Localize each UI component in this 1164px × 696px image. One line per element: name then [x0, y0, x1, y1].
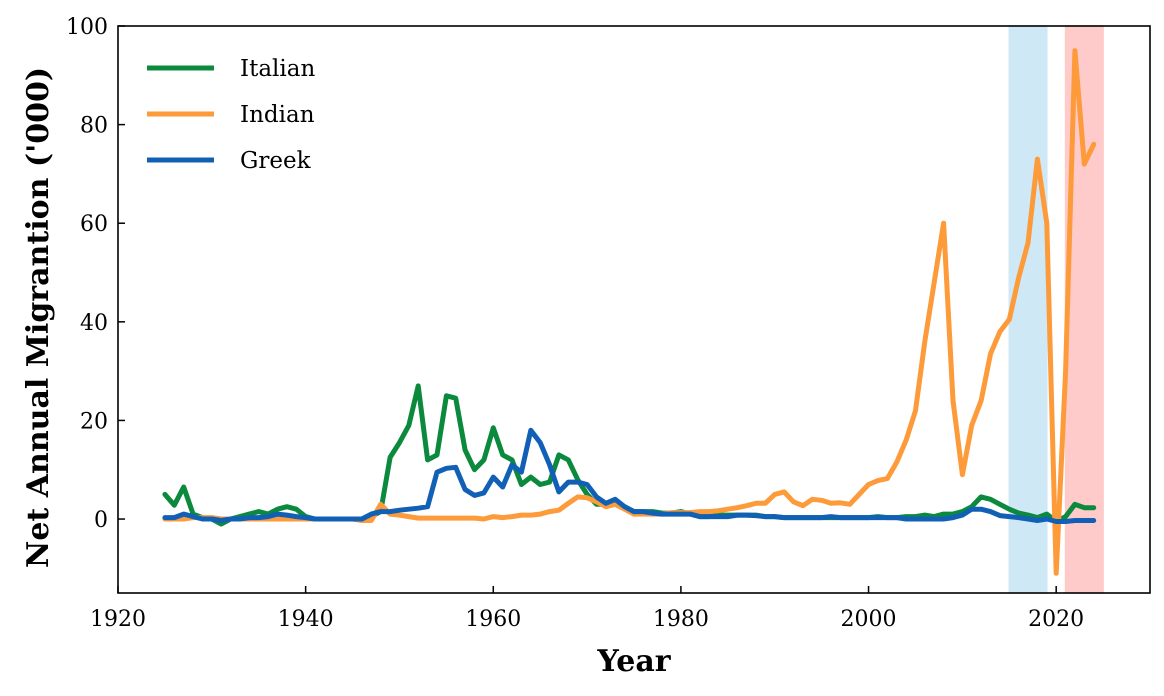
series-line-indian: [162, 48, 1097, 576]
x-tick-label: 1980: [653, 607, 709, 632]
x-axis-title: Year: [596, 644, 671, 679]
x-tick-label: 1960: [465, 607, 521, 632]
legend: Italian Indian Greek: [147, 56, 315, 174]
x-tick-label: 1940: [278, 607, 334, 632]
y-tick-label: 20: [80, 409, 108, 434]
y-tick-label: 60: [80, 212, 108, 237]
y-tick-label: 100: [66, 15, 108, 40]
legend-label-indian: Indian: [240, 102, 315, 128]
shaded-region-1: [1008, 25, 1048, 594]
x-tick-label: 2020: [1028, 607, 1084, 632]
y-axis-title: Net Annual Migrantion ('000): [21, 67, 56, 568]
x-axis-ticks: 1920 1940 1960 1980 2000 2020: [90, 586, 1084, 632]
plot-area-frame: [117, 25, 1151, 594]
x-tick-label: 1920: [90, 607, 146, 632]
y-axis-ticks: 0 20 40 60 80 100: [66, 15, 125, 533]
x-tick-label: 2000: [841, 607, 897, 632]
y-tick-label: 0: [94, 508, 108, 533]
series-line-greek: [162, 427, 1097, 524]
legend-label-italian: Italian: [240, 56, 315, 82]
y-tick-label: 80: [80, 114, 108, 139]
series-lines: [162, 48, 1097, 576]
legend-label-greek: Greek: [240, 148, 312, 174]
y-tick-label: 40: [80, 311, 108, 336]
